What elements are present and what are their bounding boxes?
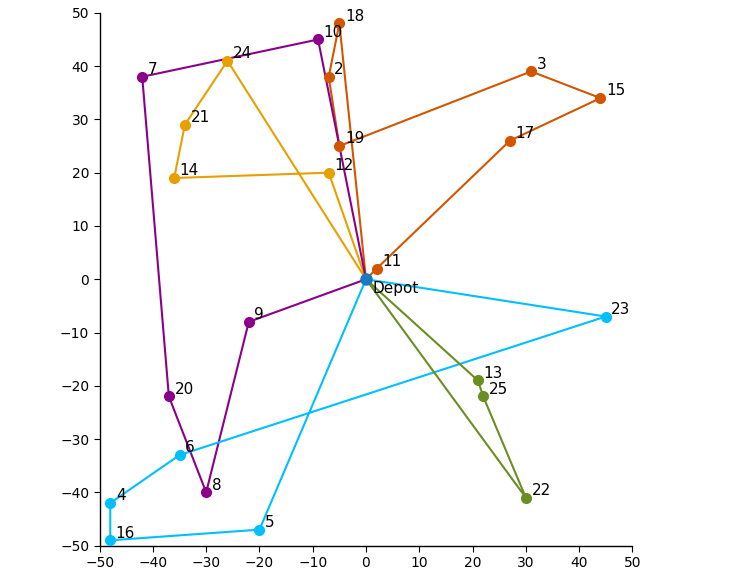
Text: 2: 2	[335, 62, 344, 77]
Text: 17: 17	[515, 126, 534, 141]
Text: 19: 19	[345, 131, 365, 146]
Text: 22: 22	[531, 483, 550, 498]
Text: 15: 15	[606, 83, 625, 98]
Text: 14: 14	[180, 163, 199, 178]
Text: 9: 9	[254, 307, 264, 322]
Text: Depot: Depot	[373, 281, 419, 296]
Text: 7: 7	[148, 62, 157, 77]
Text: 10: 10	[324, 25, 343, 40]
Text: 13: 13	[483, 366, 503, 381]
Text: 21: 21	[190, 110, 209, 125]
Text: 6: 6	[185, 440, 195, 455]
Text: 8: 8	[212, 478, 221, 493]
Text: 24: 24	[233, 46, 253, 61]
Text: 25: 25	[489, 381, 508, 396]
Text: 4: 4	[116, 488, 125, 503]
Text: 16: 16	[116, 526, 135, 541]
Text: 23: 23	[611, 302, 631, 317]
Text: 12: 12	[335, 158, 354, 173]
Text: 3: 3	[537, 57, 547, 72]
Text: 20: 20	[174, 381, 194, 396]
Text: 11: 11	[382, 254, 401, 269]
Text: 18: 18	[345, 9, 364, 24]
Text: 5: 5	[265, 515, 274, 530]
